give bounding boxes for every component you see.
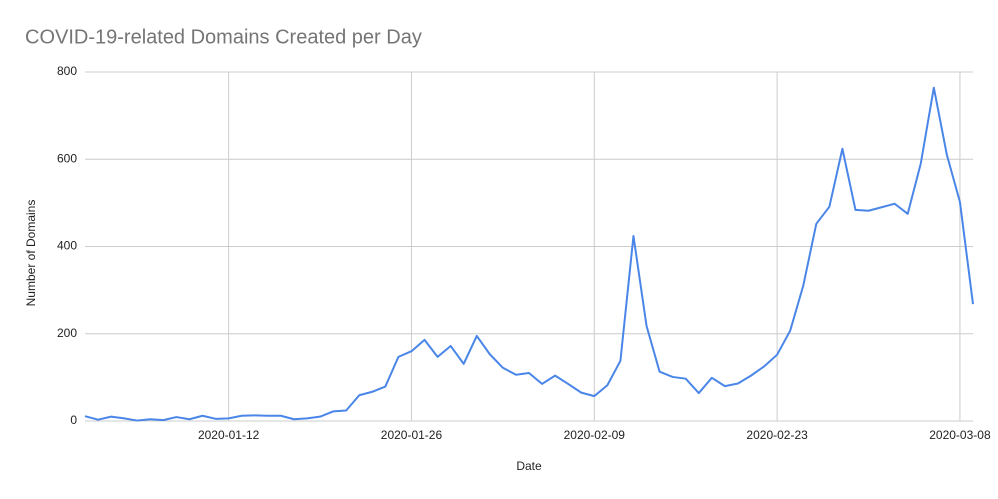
y-tick-label: 0 (70, 413, 77, 427)
y-axis-label: Number of Domains (24, 200, 38, 307)
x-tick-label: 2020-02-23 (746, 428, 808, 442)
y-tick-label: 400 (57, 239, 77, 253)
y-tick-label: 600 (57, 151, 77, 165)
y-tick-label: 800 (57, 64, 77, 78)
chart-title: COVID-19-related Domains Created per Day (25, 26, 422, 48)
x-axis-label: Date (516, 459, 542, 473)
x-tick-label: 2020-01-26 (381, 428, 443, 442)
y-tick-label: 200 (57, 326, 77, 340)
x-tick-label: 2020-02-09 (564, 428, 626, 442)
x-tick-label: 2020-03-08 (929, 428, 991, 442)
x-tick-label: 2020-01-12 (198, 428, 260, 442)
data-line (84, 86, 974, 422)
